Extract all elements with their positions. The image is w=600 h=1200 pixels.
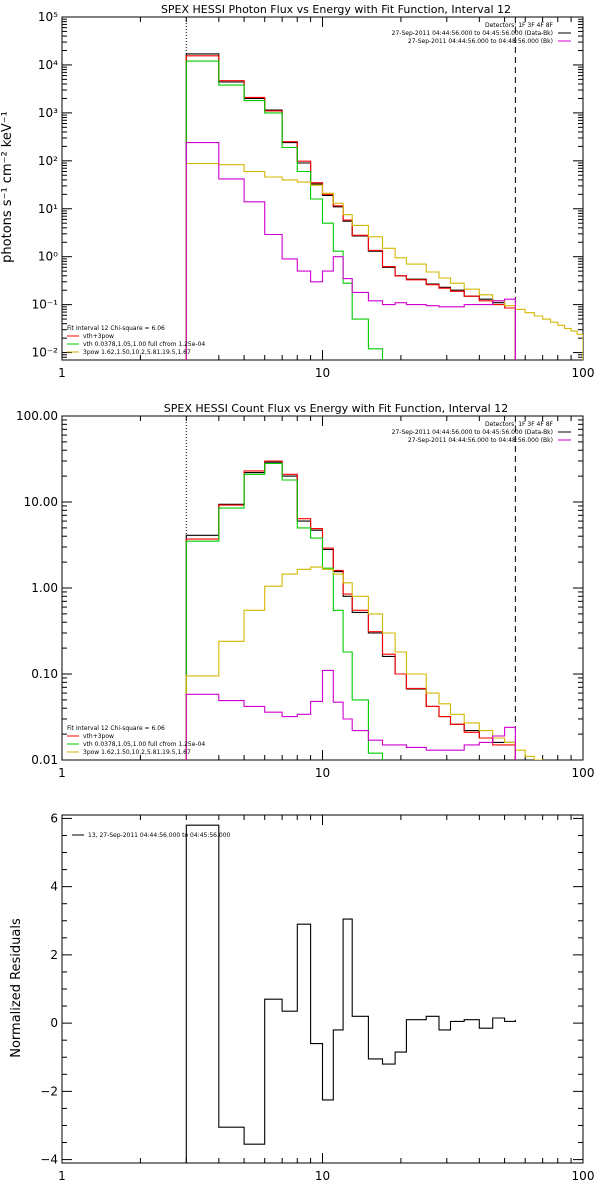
- x-tick-label: 100: [572, 1169, 595, 1183]
- x-tick-label: 1: [58, 766, 66, 780]
- y-tick-label: 10⁴: [38, 58, 58, 72]
- series-group: [185, 53, 583, 360]
- legend-entry: 27-Sep-2011 04:44:56.000 to 04:45:56.000…: [392, 30, 553, 37]
- series-line-2: [185, 462, 384, 760]
- residuals-panel: Normalized Residuals 1 10 100 −4 −2 0 2 4 6 13, 2…: [9, 811, 594, 1183]
- legend-entry: vth+3pow: [83, 333, 114, 340]
- y-tick-label: 10²: [38, 154, 58, 168]
- x-tick-label: 10: [315, 366, 330, 380]
- legend-entry: 3pow 1.62,1.50,10.2,5.81,19.5,1.67: [83, 349, 191, 356]
- series-line-1: [185, 55, 516, 360]
- y-tick-label: 0.10: [31, 667, 58, 681]
- y-tick-label: 10⁻²: [32, 346, 59, 360]
- y-tick-label: 2: [50, 948, 58, 962]
- y-tick-label: −4: [40, 1153, 58, 1167]
- x-tick-label: 1: [58, 366, 66, 380]
- panel-title: SPEX HESSI Photon Flux vs Energy with Fi…: [161, 3, 511, 16]
- series-line-4: [185, 142, 516, 360]
- series-line-3: [185, 162, 583, 360]
- x-tick-label: 1: [58, 1169, 66, 1183]
- legend-entry: 13, 27-Sep-2011 04:44:56.000 to 04:45:56…: [88, 832, 231, 839]
- x-tick-label: 100: [572, 366, 595, 380]
- y-tick-label: 10.00: [24, 495, 58, 509]
- y-tick-label: 10⁻¹: [32, 298, 59, 312]
- y-tick-label: 10³: [38, 106, 58, 120]
- legend-entry: 27-Sep-2011 04:44:56.000 to 04:48:56.000…: [408, 437, 553, 444]
- y-tick-label: 4: [50, 880, 58, 894]
- legend-entry: vth 0.0378,1.05,1.00 full cfrom 1.25e-04: [83, 741, 205, 748]
- legend-entry: Detectors: 1F 3F 4F 8F: [485, 22, 554, 29]
- legend-entry: Fit Interval 12 Chi-square = 6.06: [67, 325, 165, 332]
- legend-entry: 27-Sep-2011 04:44:56.000 to 04:48:56.000…: [408, 38, 553, 45]
- series-line-3: [185, 566, 544, 760]
- legend-entry: vth 0.0378,1.05,1.00 full cfrom 1.25e-04: [83, 341, 205, 348]
- y-tick-label: 6: [50, 811, 58, 825]
- series-group: [185, 824, 516, 1163]
- legend-entry: Fit Interval 12 Chi-square = 6.06: [67, 725, 165, 732]
- y-tick-label: 0.01: [31, 753, 58, 767]
- series-group: [185, 460, 544, 760]
- y-tick-label: 1.00: [31, 581, 58, 595]
- legend-entry: vth+3pow: [83, 733, 114, 740]
- y-axis-label: Normalized Residuals: [9, 918, 24, 1058]
- y-tick-label: 0: [50, 1016, 58, 1030]
- y-tick-label: 10⁵: [38, 10, 58, 24]
- y-tick-label: −2: [40, 1084, 58, 1098]
- x-tick-label: 100: [572, 766, 595, 780]
- x-tick-label: 10: [315, 766, 330, 780]
- count-flux-panel: SPEX HESSI Count Flux vs Energy with Fit…: [16, 402, 594, 780]
- plot-frame: [61, 814, 584, 1164]
- series-line-0: [185, 824, 516, 1163]
- y-axis-label: photons s⁻¹ cm⁻² keV⁻¹: [0, 111, 15, 263]
- y-tick-label: 10¹: [38, 202, 58, 216]
- y-tick-label: 100.00: [16, 409, 58, 423]
- plot-frame: [61, 415, 584, 761]
- legend-entry: 3pow 1.62,1.50,10.2,5.81,19.5,1.67: [83, 749, 191, 756]
- y-tick-label: 10⁰: [38, 250, 58, 264]
- legend-entry: 27-Sep-2011 04:44:56.000 to 04:45:56.000…: [392, 429, 553, 436]
- x-tick-label: 10: [315, 1169, 330, 1183]
- panel-title: SPEX HESSI Count Flux vs Energy with Fit…: [164, 402, 508, 415]
- series-line-2: [185, 60, 384, 360]
- series-line-4: [185, 669, 516, 760]
- photon-flux-panel: SPEX HESSI Photon Flux vs Energy with Fi…: [0, 3, 594, 380]
- series-line-0: [185, 53, 516, 360]
- legend-entry: Detectors: 1F 3F 4F 8F: [485, 421, 554, 428]
